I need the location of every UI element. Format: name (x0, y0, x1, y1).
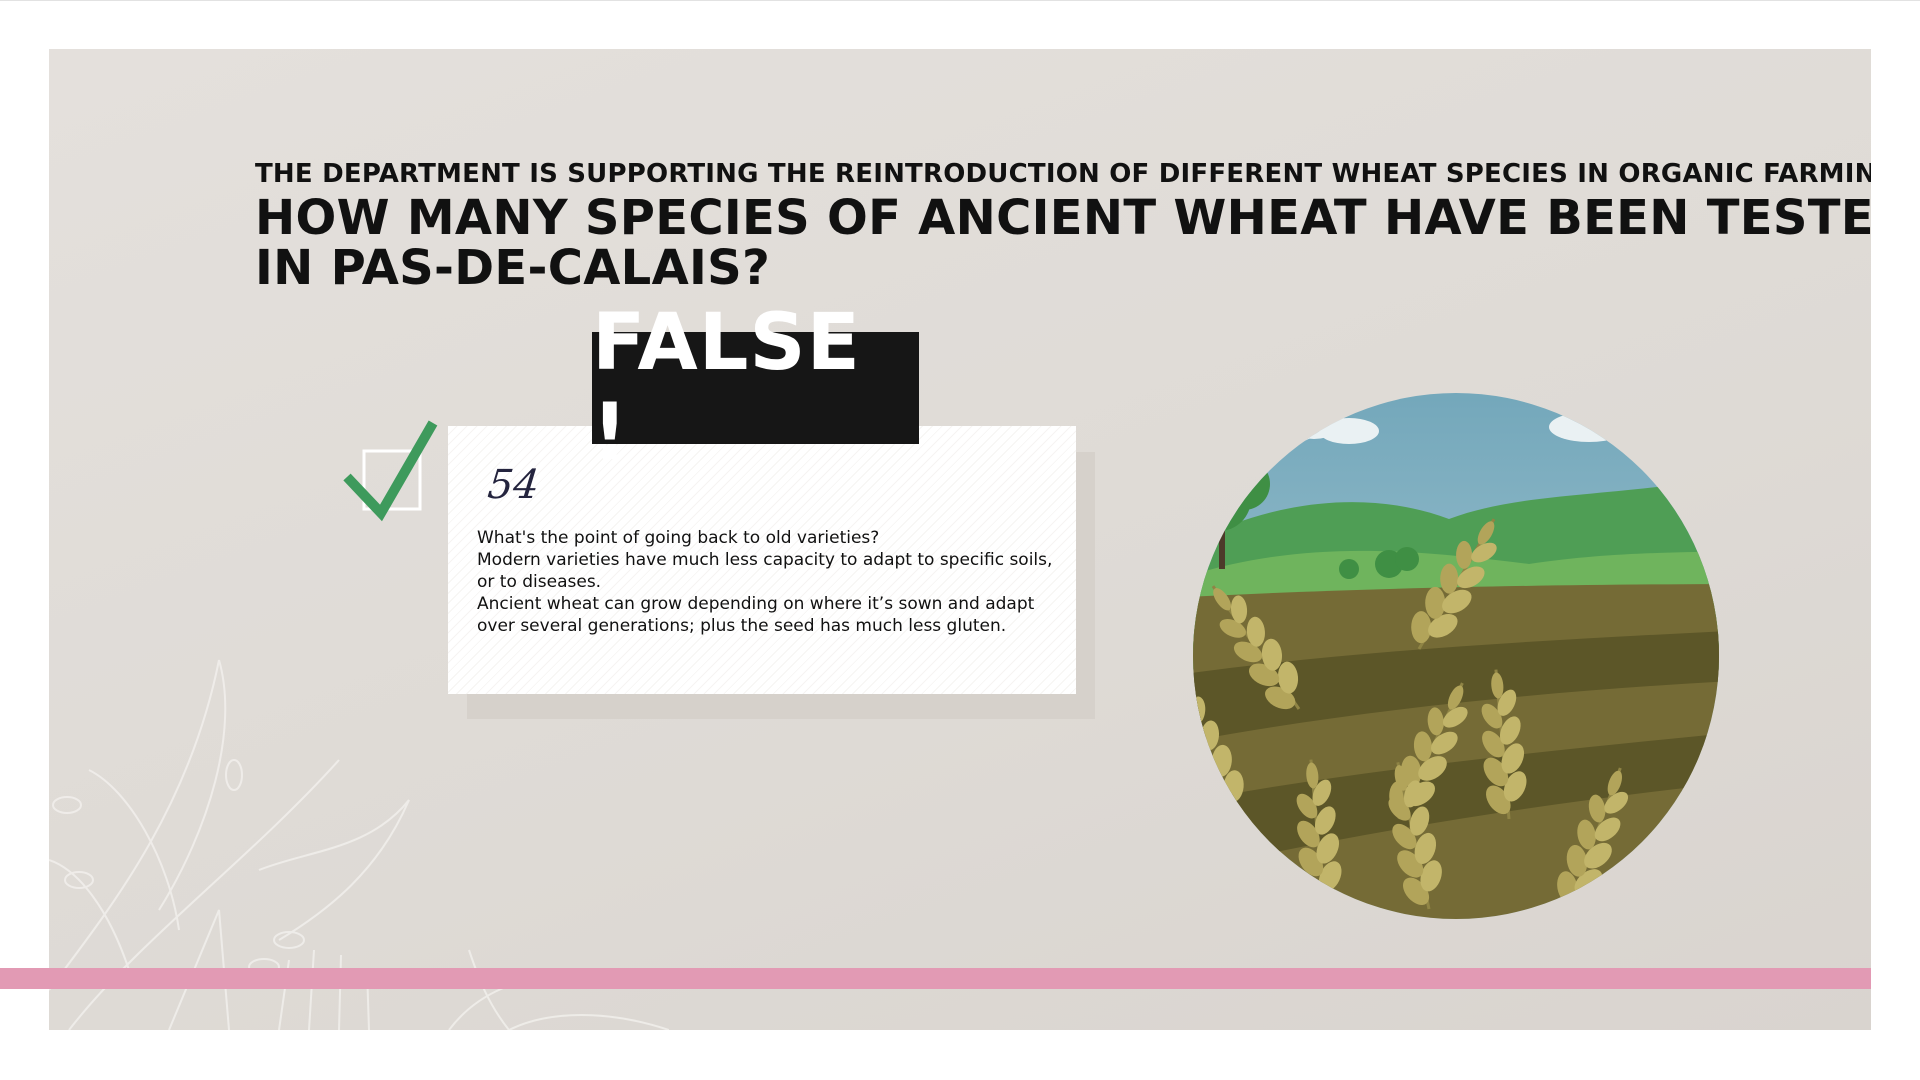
pink-accent-bar (0, 968, 1871, 989)
top-divider (0, 0, 1920, 1)
answer-explanation: What's the point of going back to old va… (477, 527, 1062, 637)
quiz-slide: THE DEPARTMENT IS SUPPORTING THE REINTRO… (49, 49, 1871, 1030)
answer-line-3: Ancient wheat can grow depending on wher… (477, 594, 1035, 636)
answer-card: 54 What's the point of going back to old… (448, 426, 1076, 694)
question-title-line-2: IN PAS-DE-CALAIS? (255, 240, 771, 296)
answer-line-2: Modern varieties have much less capacity… (477, 550, 1053, 592)
leaf-outline-decoration (49, 659, 669, 1030)
question-block: THE DEPARTMENT IS SUPPORTING THE REINTRO… (255, 159, 1871, 296)
verdict-label: FALSE ! (592, 298, 919, 478)
checkmark-icon (343, 420, 438, 522)
question-intro: THE DEPARTMENT IS SUPPORTING THE REINTRO… (255, 159, 1871, 189)
answer-number: 54 (485, 462, 542, 508)
answer-line-1: What's the point of going back to old va… (477, 528, 880, 548)
wheat-field-illustration (1193, 393, 1719, 919)
question-title-line-1: HOW MANY SPECIES OF ANCIENT WHEAT HAVE B… (255, 190, 1871, 246)
